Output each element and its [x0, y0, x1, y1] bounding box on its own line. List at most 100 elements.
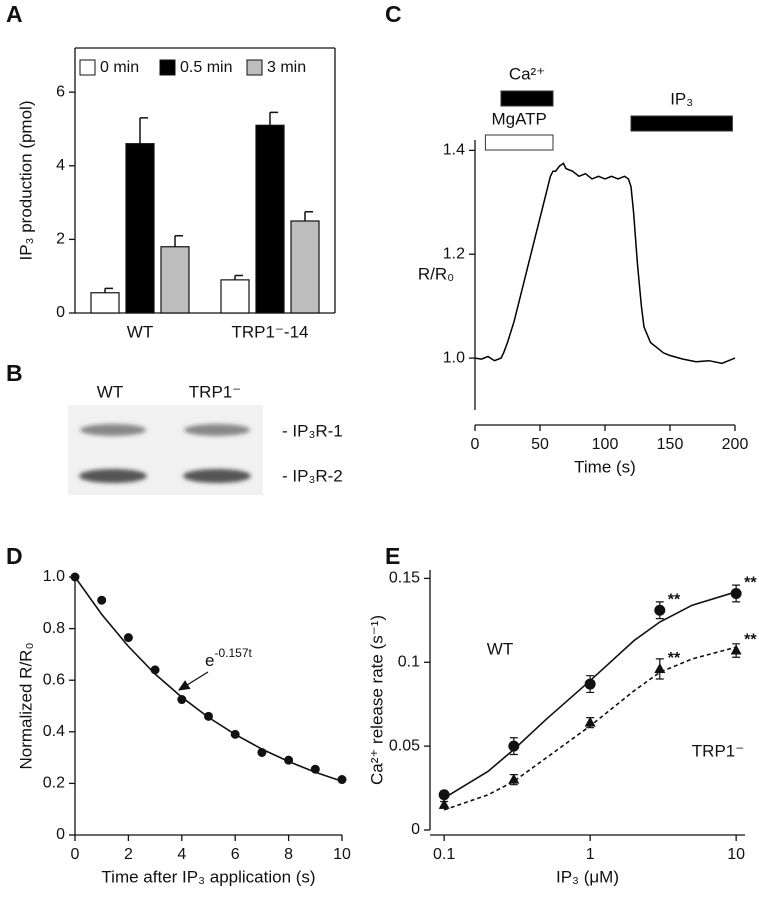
y-tick-label: 0.4 [43, 723, 65, 740]
error-bar [104, 287, 113, 293]
point [584, 678, 596, 690]
error-bar [174, 234, 183, 247]
point [654, 604, 666, 616]
x-tick-label: 0 [471, 436, 480, 453]
point [337, 775, 347, 785]
legend-label: 0 min [100, 59, 139, 76]
legend-swatch [246, 59, 263, 76]
application-label: IP₃ [670, 89, 693, 108]
point [310, 764, 320, 774]
legend-label: 0.5 min [180, 59, 232, 76]
x-tick-label: TRP1⁻-14 [232, 322, 309, 341]
application-bar [484, 134, 554, 151]
y-tick-label: 1.4 [443, 142, 465, 159]
bar [160, 246, 190, 314]
point [508, 773, 520, 784]
band-label: - IP₃R-1 [282, 421, 343, 440]
point [177, 695, 187, 705]
y-tick-label: 0.8 [43, 620, 65, 637]
annotation-arrow [177, 671, 209, 691]
x-tick-label: 150 [657, 436, 684, 453]
y-tick-label: 1.0 [43, 568, 65, 585]
error-bar [234, 274, 243, 280]
annotation: e-0.157t [205, 646, 252, 670]
bar [90, 292, 120, 314]
point [150, 665, 160, 675]
series-label: WT [487, 639, 513, 658]
y-tick-label: 0.2 [43, 775, 65, 792]
y-axis-label: IP₃ production (pmol) [16, 101, 35, 261]
error-bar [139, 117, 148, 144]
x-axis-label: Time (s) [574, 457, 636, 476]
annotation-exponent: -0.157t [214, 646, 252, 660]
y-tick-label: 0 [411, 821, 420, 838]
bar [290, 220, 320, 314]
point [230, 729, 240, 739]
point [730, 587, 742, 599]
point [284, 755, 294, 765]
application-label: Ca²⁺ [509, 64, 545, 83]
fit-curve [443, 646, 737, 811]
x-tick-label: 0.1 [433, 846, 455, 863]
y-tick-label: 0 [56, 304, 65, 321]
blot-band [79, 469, 147, 483]
x-tick-label: 0 [71, 846, 80, 863]
bar [220, 279, 250, 314]
point [584, 716, 596, 727]
panel-letter: E [385, 543, 400, 569]
x-tick-label: 100 [592, 436, 619, 453]
x-axis-label: Time after IP₃ application (s) [101, 867, 315, 886]
point [123, 633, 133, 643]
blot-band [183, 469, 251, 483]
y-tick-label: 2 [56, 231, 65, 248]
application-bar [500, 90, 554, 107]
bar [255, 124, 285, 314]
point [438, 798, 450, 809]
application-label: MgATP [491, 109, 546, 128]
error-bar [269, 111, 278, 126]
significance: ** [744, 575, 757, 592]
y-tick-label: 6 [56, 83, 65, 100]
y-tick-label: 0.05 [389, 737, 420, 754]
legend-swatch [79, 59, 96, 76]
lane-label: TRP1⁻ [189, 382, 241, 401]
annotation-base: e [205, 651, 214, 670]
x-tick-label: 4 [177, 846, 186, 863]
point [97, 595, 107, 605]
band-label: - IP₃R-2 [282, 466, 343, 485]
x-tick-label: WT [127, 322, 153, 341]
bar [125, 143, 155, 314]
blot-band [80, 424, 146, 436]
x-tick-label: 200 [722, 436, 749, 453]
trace [474, 162, 736, 365]
fit-curve [443, 591, 737, 799]
point [70, 572, 80, 582]
error-bar [304, 211, 313, 221]
x-tick-label: 10 [727, 846, 745, 863]
blot-band [184, 424, 250, 436]
application-bar [630, 115, 733, 132]
significance: ** [668, 650, 681, 667]
x-tick-label: 8 [284, 846, 293, 863]
x-tick-label: 50 [531, 436, 549, 453]
x-tick-label: 10 [333, 846, 351, 863]
y-tick-label: 1.0 [443, 349, 465, 366]
legend-swatch [159, 59, 176, 76]
legend-label: 3 min [267, 59, 306, 76]
significance: ** [744, 632, 757, 649]
point [257, 747, 267, 757]
panel-letter: B [6, 360, 23, 386]
y-tick-label: 4 [56, 157, 65, 174]
series-label: TRP1⁻ [692, 741, 744, 760]
y-axis-label: R/R₀ [418, 264, 454, 283]
panel-letter: C [385, 1, 402, 27]
y-axis-label: Ca²⁺ release rate (s⁻¹) [367, 615, 386, 785]
lane-label: WT [97, 382, 123, 401]
x-tick-label: 1 [586, 846, 595, 863]
point [730, 644, 742, 655]
x-axis-label: IP₃ (μM) [556, 867, 619, 886]
y-tick-label: 0 [56, 826, 65, 843]
point [204, 711, 213, 721]
y-axis-label: Normalized R/R₀ [16, 642, 35, 769]
